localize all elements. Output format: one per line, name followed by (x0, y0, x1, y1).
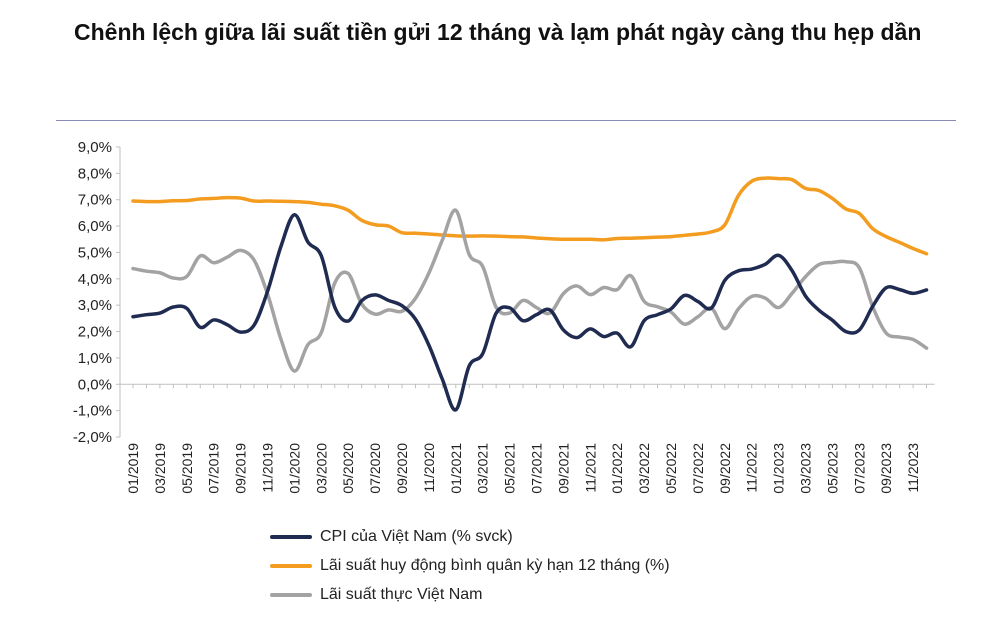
legend-item-real-rate: Lãi suất thực Việt Nam (270, 580, 670, 609)
x-tick-label: 07/2021 (529, 443, 545, 494)
x-tick-label: 11/2021 (582, 443, 598, 493)
series-line-real-rate (131, 208, 929, 373)
x-tick-label: 03/2020 (313, 443, 329, 494)
y-tick-label: -1,0% (73, 403, 112, 420)
x-tick-label: 01/2023 (771, 443, 787, 494)
x-tick-label: 03/2021 (475, 443, 491, 494)
x-tick-label: 07/2019 (206, 443, 222, 494)
y-tick-label: 9,0% (78, 139, 112, 156)
chart-series-lines (131, 176, 929, 412)
x-tick-label: 03/2022 (636, 443, 652, 494)
x-tick-label: 01/2022 (609, 443, 625, 494)
legend-swatch-real-rate (270, 592, 312, 597)
x-tick-label: 01/2019 (125, 443, 141, 494)
x-tick-label: 05/2021 (502, 443, 518, 494)
y-tick-label: 6,0% (78, 218, 112, 235)
x-tick-label: 09/2023 (878, 443, 894, 494)
x-tick-label: 11/2023 (905, 443, 921, 493)
y-tick-label: 5,0% (78, 244, 112, 261)
x-tick-label: 05/2023 (824, 443, 840, 494)
legend-item-cpi: CPI của Việt Nam (% svck) (270, 522, 670, 551)
legend-label-cpi: CPI của Việt Nam (% svck) (320, 527, 513, 545)
chart-legend: CPI của Việt Nam (% svck) Lãi suất huy đ… (270, 522, 670, 609)
x-tick-label: 09/2019 (233, 443, 249, 494)
series-line-deposit-rate (131, 176, 929, 256)
x-tick-label: 07/2022 (690, 443, 706, 494)
legend-swatch-deposit-rate (270, 563, 312, 568)
series-line-cpi (131, 213, 929, 412)
legend-swatch-cpi (270, 534, 312, 539)
x-axis-ticks: 01/2019 03/2019 05/2019 07/2019 09/2019 11/20… (125, 384, 928, 494)
legend-item-deposit-rate: Lãi suất huy động bình quân kỳ hạn 12 th… (270, 551, 670, 580)
y-tick-label: -2,0% (73, 429, 112, 446)
legend-label-deposit-rate: Lãi suất huy động bình quân kỳ hạn 12 th… (320, 556, 670, 574)
x-tick-label: 01/2020 (286, 443, 302, 494)
chart-title: Chênh lệch giữa lãi suất tiền gửi 12 thá… (74, 19, 922, 45)
x-tick-label: 11/2022 (744, 443, 760, 493)
y-tick-label: 1,0% (78, 350, 112, 367)
x-tick-label: 03/2019 (152, 443, 168, 494)
x-tick-label: 05/2020 (340, 443, 356, 494)
y-tick-label: 0,0% (78, 376, 112, 393)
y-axis-ticks: 9,0% 8,0% 7,0% 6,0% 5,0% 4,0% 3,0% 2,0% 1,0% 0,0%… (73, 139, 120, 446)
chart-axes (119, 147, 935, 437)
x-tick-label: 01/2021 (448, 443, 464, 494)
title-divider (56, 120, 956, 121)
x-tick-label: 11/2019 (260, 443, 276, 493)
x-tick-label: 05/2022 (663, 443, 679, 494)
x-tick-label: 11/2020 (421, 443, 437, 493)
x-tick-label: 07/2020 (367, 443, 383, 494)
y-tick-label: 2,0% (78, 324, 112, 341)
x-tick-label: 07/2023 (851, 443, 867, 494)
y-tick-label: 4,0% (78, 271, 112, 288)
y-tick-label: 7,0% (78, 192, 112, 209)
y-tick-label: 3,0% (78, 297, 112, 314)
x-tick-label: 05/2019 (179, 443, 195, 494)
x-tick-label: 03/2023 (798, 443, 814, 494)
x-tick-label: 09/2022 (717, 443, 733, 494)
x-tick-label: 09/2021 (555, 443, 571, 494)
y-tick-label: 8,0% (78, 165, 112, 182)
x-tick-label: 09/2020 (394, 443, 410, 494)
legend-label-real-rate: Lãi suất thực Việt Nam (320, 585, 483, 603)
